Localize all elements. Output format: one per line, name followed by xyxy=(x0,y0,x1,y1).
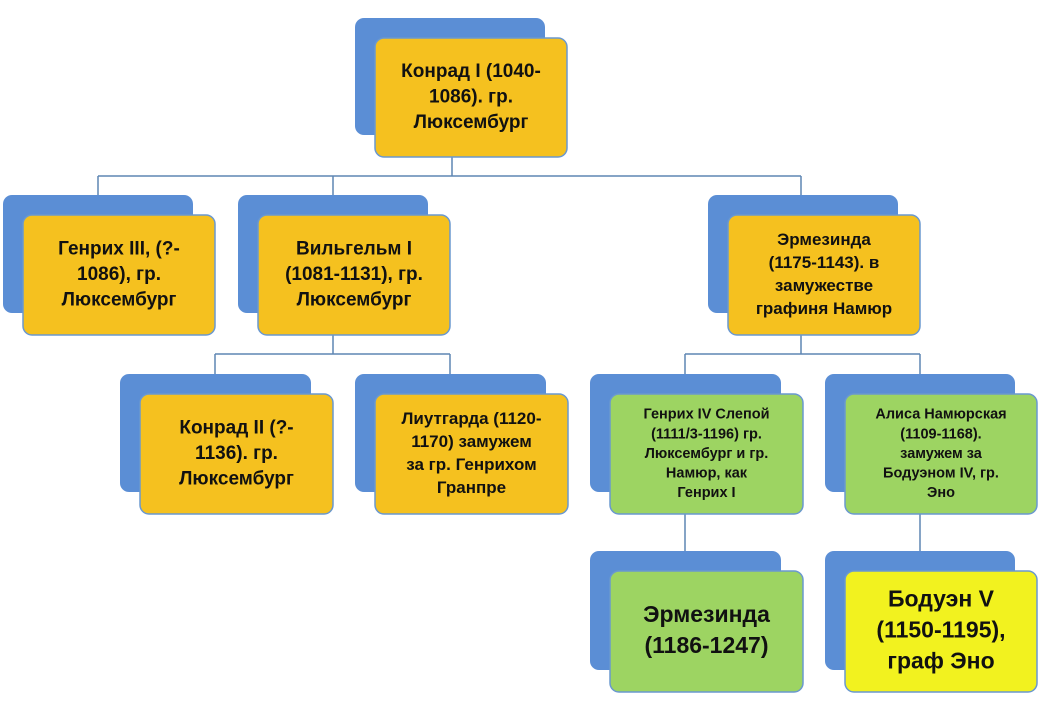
node-label: Лиутгарда (1120- xyxy=(401,409,541,428)
node-box xyxy=(727,214,921,336)
node-label: 1136). гр. xyxy=(195,443,278,464)
node: Алиса Намюрская (1109-1168). замужем за Бод… xyxy=(825,374,1038,515)
node-label: Эрмезинда xyxy=(643,601,770,627)
node: Бодуэн V (1150-1195), граф Эно xyxy=(825,551,1038,693)
node-label: Конрад I (1040- xyxy=(401,61,541,82)
node-box xyxy=(844,570,1038,693)
node: Генрих IV Слепой (1111/3-1196) гр. Люксемб… xyxy=(590,374,804,515)
node-label: Люксембург xyxy=(62,290,177,311)
node-label: Бодуэном IV, гр. xyxy=(883,465,999,481)
node-label: Алиса Намюрская xyxy=(875,407,1006,423)
node: Конрад II (?- 1136). гр. Люксембург xyxy=(120,374,334,515)
node-label: Бодуэн V xyxy=(888,586,995,612)
node-label: (1175-1143). в xyxy=(769,253,880,272)
connectors xyxy=(97,157,921,551)
node-label: Генрих III, (?- xyxy=(58,238,180,259)
node-label: Эно xyxy=(927,485,955,501)
node-label: Намюр, как xyxy=(666,465,748,481)
node-label: Генрих IV Слепой xyxy=(644,407,770,423)
node-label: (1109-1168). xyxy=(900,426,981,442)
node: Лиутгарда (1120- 1170) замужем за гр. Генр… xyxy=(355,374,569,515)
node: Эрмезинда (1175-1143). в замужестве графиня… xyxy=(708,195,921,336)
node-label: Люксембург и гр. xyxy=(645,446,769,462)
node-box xyxy=(844,393,1038,515)
node-label: замужестве xyxy=(775,276,873,295)
node: Конрад I (1040- 1086). гр. Люксембург xyxy=(355,18,568,158)
node-box xyxy=(374,37,568,158)
node: Вильгельм I (1081-1131), гр. Люксембург xyxy=(238,195,451,336)
node-label: (1081-1131), гр. xyxy=(285,264,423,285)
node-label: 1170) замужем xyxy=(411,432,532,451)
connector xyxy=(684,514,921,551)
connector xyxy=(214,335,451,374)
node-label: Люксембург xyxy=(179,469,294,490)
node-label: 1086), гр. xyxy=(77,264,161,285)
node-box xyxy=(609,393,804,515)
node-box xyxy=(374,393,569,515)
node-box xyxy=(257,214,451,336)
node-box xyxy=(22,214,216,336)
node-label: (1111/3-1196) гр. xyxy=(651,426,762,442)
node-label: Конрад II (?- xyxy=(179,417,293,438)
connector xyxy=(97,157,802,195)
node-box xyxy=(139,393,334,515)
node-label: (1186-1247) xyxy=(644,632,768,658)
node-label: замужем за xyxy=(900,446,983,462)
node-label: 1086). гр. xyxy=(429,87,513,108)
node: Эрмезинда (1186-1247) xyxy=(590,551,804,693)
connector xyxy=(684,335,921,374)
node-label: Генрих I xyxy=(677,485,735,501)
node-label: Люксембург xyxy=(297,290,412,311)
node-label: графиня Намюр xyxy=(756,299,892,318)
node-label: Вильгельм I xyxy=(296,238,412,259)
node-label: Гранпре xyxy=(437,478,506,497)
node-box xyxy=(609,570,804,693)
node-label: граф Эно xyxy=(887,648,994,674)
node-label: Люксембург xyxy=(414,112,529,133)
node-label: Эрмезинда xyxy=(777,230,871,249)
node-label: (1150-1195), xyxy=(876,617,1005,643)
node-label: за гр. Генрихом xyxy=(406,455,536,474)
node: Генрих III, (?- 1086), гр. Люксембург xyxy=(3,195,216,336)
